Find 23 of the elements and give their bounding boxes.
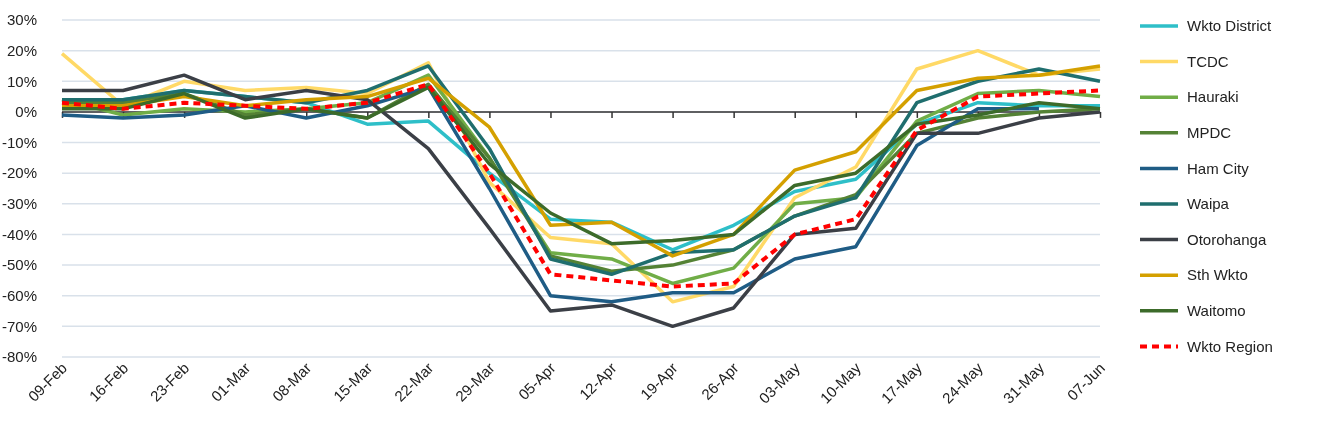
y-tick-label: 30% (6, 11, 37, 29)
y-tick-label: -60% (1, 287, 37, 305)
y-tick-label: -10% (1, 133, 37, 151)
y-tick-label: -70% (1, 317, 37, 335)
y-tick-label: 20% (6, 41, 37, 59)
y-tick-label: -50% (1, 256, 37, 274)
y-tick-label: -40% (1, 225, 37, 243)
legend-label: MPDC (1187, 124, 1232, 142)
legend-label: TCDC (1187, 52, 1229, 70)
legend-label: Hauraki (1187, 88, 1239, 106)
legend-label: Waipa (1187, 195, 1230, 213)
line-series (60, 73, 1102, 329)
y-tick-label: 10% (6, 72, 37, 90)
legend-label: Otorohanga (1187, 230, 1267, 248)
y-tick-label: 0% (15, 103, 37, 121)
y-tick-label: -80% (1, 348, 37, 366)
y-tick-label: -20% (1, 164, 37, 182)
legend-label: Waitomo (1187, 302, 1246, 320)
legend-label: Sth Wkto (1187, 266, 1248, 284)
y-tick-label: -30% (1, 195, 37, 213)
legend-label: Ham City (1187, 159, 1250, 177)
legend-label: Wkto District (1187, 17, 1272, 35)
legend-label: Wkto Region (1187, 337, 1273, 355)
